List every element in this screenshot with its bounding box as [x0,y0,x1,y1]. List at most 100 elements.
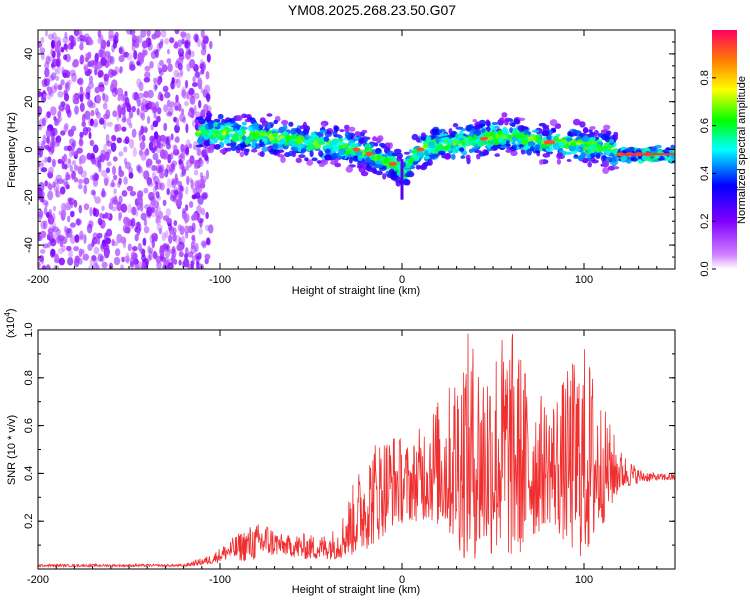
noise-cell [159,172,165,179]
signal-cell [609,138,615,144]
noise-cell [184,225,190,234]
noise-cell [148,141,153,151]
noise-cell [149,135,155,143]
noise-cell [96,232,103,239]
ridge-peak-cell [416,147,425,152]
noise-cell [38,90,42,98]
noise-cell [126,117,132,126]
noise-cell [151,232,158,242]
noise-cell [91,158,97,165]
signal-cell [591,159,599,164]
noise-cell [94,257,98,267]
signal-cell [259,150,265,158]
noise-cell [44,67,50,78]
noise-cell [83,65,89,72]
noise-cell [183,213,190,223]
noise-cell [112,156,118,162]
noise-cell [157,166,164,174]
noise-cell [94,157,100,167]
signal-cell [354,136,359,141]
noise-cell [80,38,84,45]
signal-cell [207,147,214,154]
signal-cell [339,129,345,133]
noise-cell [41,265,47,269]
signal-cell [670,144,675,150]
signal-cell [324,154,332,161]
noise-cell [136,52,143,63]
noise-cell [44,206,48,216]
noise-cell [113,174,118,181]
noise-cell [46,136,50,144]
noise-cell [61,202,67,212]
noise-cell [169,248,176,255]
signal-cell [354,131,361,137]
noise-cell [55,174,63,182]
noise-cell [205,71,210,80]
signal-cell [260,132,268,136]
noise-cell [193,169,199,176]
noise-cell [94,52,99,63]
noise-cell [146,30,151,37]
noise-cell [147,254,151,262]
noise-cell [88,75,94,84]
noise-cell [153,112,157,119]
signal-cell [569,133,578,137]
noise-cell [106,161,112,167]
noise-cell [144,148,150,156]
noise-cell [139,141,146,151]
noise-cell [151,165,158,172]
signal-cell [219,149,227,154]
noise-cell [189,88,196,99]
signal-cell [602,155,607,160]
noise-cell [165,243,170,250]
signal-cell [573,118,581,126]
noise-cell [152,120,159,128]
noise-cell [190,179,194,190]
signal-cell [432,132,441,136]
noise-cell [53,115,57,121]
noise-cell [193,159,199,170]
noise-cell [90,118,94,127]
noise-cell [187,251,194,258]
noise-cell [167,63,173,72]
noise-cell [200,48,207,56]
noise-cell [50,72,57,81]
signal-cell [372,136,378,142]
noise-cell [157,107,162,115]
noise-cell [42,264,47,269]
noise-cell [116,137,123,144]
signal-cell [603,149,611,156]
signal-cell [596,139,603,143]
noise-cell [137,92,145,99]
noise-cell [104,177,109,187]
noise-cell [118,47,123,54]
noise-cell [103,175,110,184]
noise-cell [185,146,190,156]
noise-cell [104,212,108,220]
signal-cell [385,146,391,152]
signal-cell [489,131,495,135]
signal-cell [251,148,258,153]
noise-cell [54,253,59,263]
noise-cell [85,57,89,63]
noise-cell [182,208,186,214]
signal-cell [497,137,504,142]
noise-cell [91,240,95,248]
noise-cell [173,69,180,78]
noise-cell [97,37,104,45]
noise-cell [131,44,136,52]
noise-cell [105,237,112,245]
noise-cell [199,172,204,179]
signal-cell [517,125,526,132]
noise-cell [189,155,195,165]
signal-cell [288,141,294,145]
noise-cell [171,163,175,170]
noise-cell [47,156,52,163]
noise-cell [138,81,144,92]
noise-cell [162,199,167,206]
noise-cell [192,76,196,83]
noise-cell [118,151,124,157]
signal-cell [498,117,505,124]
signal-cell [607,166,614,171]
noise-cell [75,218,82,226]
